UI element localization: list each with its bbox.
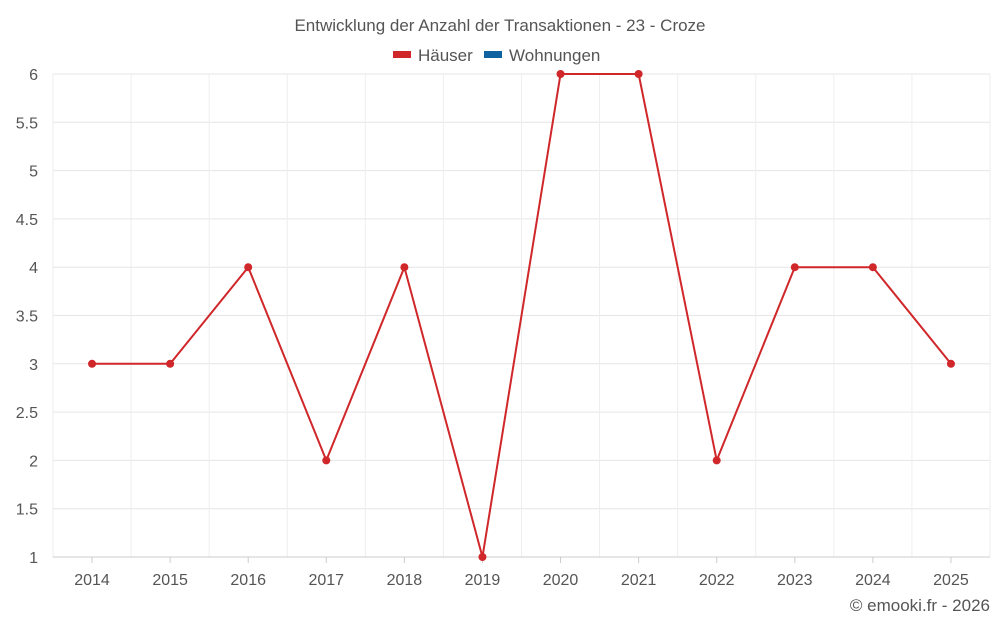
data-point[interactable] — [712, 456, 721, 465]
x-tick-label: 2025 — [933, 572, 969, 589]
data-point[interactable] — [790, 263, 799, 272]
y-tick-label: 2.5 — [16, 405, 38, 422]
x-tick-label: 2015 — [152, 572, 188, 589]
y-tick-label: 5 — [29, 164, 38, 181]
y-tick-label: 2 — [29, 453, 38, 470]
axes: 1 1.5 2 2.5 3 3.5 4 4.5 5 5.5 6 2014 2015 2016 2017 201… — [16, 67, 990, 589]
y-tick-label: 1.5 — [16, 502, 38, 519]
data-point[interactable] — [478, 553, 487, 561]
x-tick-label: 2020 — [543, 572, 579, 589]
y-tick-label: 3.5 — [16, 309, 38, 326]
y-tick-label: 6 — [29, 67, 38, 84]
x-tick-label: 2022 — [699, 572, 735, 589]
legend-item-wohnungen[interactable]: Wohnungen — [484, 46, 600, 65]
x-tick-label: 2021 — [621, 572, 657, 589]
data-point[interactable] — [322, 456, 331, 465]
plot-area — [88, 70, 955, 561]
data-point[interactable] — [556, 70, 565, 78]
credit: © emooki.fr - 2026 — [850, 596, 990, 615]
x-tick-label: 2023 — [777, 572, 813, 589]
x-tick-label: 2018 — [387, 572, 423, 589]
data-point[interactable] — [634, 70, 643, 78]
chart-title: Entwicklung der Anzahl der Transaktionen… — [294, 16, 705, 35]
legend: Häuser Wohnungen — [393, 46, 600, 65]
y-tick-label: 4.5 — [16, 212, 38, 229]
x-tick-label: 2019 — [465, 572, 501, 589]
x-tick-label: 2014 — [74, 572, 110, 589]
legend-label-haeuser: Häuser — [418, 46, 473, 65]
data-point[interactable] — [400, 263, 409, 272]
x-tick-label: 2024 — [855, 572, 891, 589]
y-tick-label: 3 — [29, 357, 38, 374]
data-point[interactable] — [946, 359, 955, 368]
x-tick-label: 2016 — [230, 572, 266, 589]
legend-item-haeuser[interactable]: Häuser — [393, 46, 473, 65]
data-point[interactable] — [244, 263, 253, 272]
data-point[interactable] — [166, 359, 175, 368]
legend-label-wohnungen: Wohnungen — [509, 46, 600, 65]
legend-swatch-haeuser — [393, 51, 411, 58]
series-line-0 — [92, 73, 952, 558]
y-tick-label: 4 — [29, 260, 38, 277]
x-tick-label: 2017 — [308, 572, 344, 589]
legend-swatch-wohnungen — [484, 51, 502, 58]
data-point[interactable] — [88, 359, 97, 368]
y-tick-label: 1 — [29, 550, 38, 567]
y-tick-label: 5.5 — [16, 115, 38, 132]
data-point[interactable] — [868, 263, 877, 272]
